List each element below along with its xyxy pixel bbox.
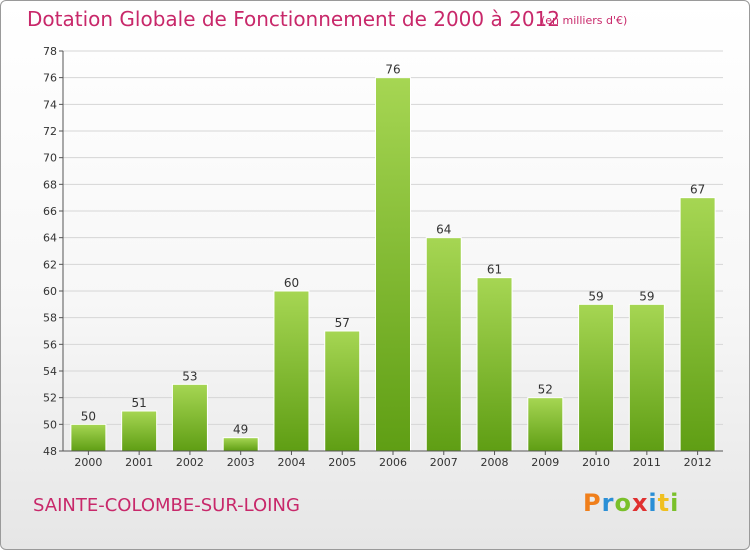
- commune-name: SAINTE-COLOMBE-SUR-LOING: [33, 495, 300, 516]
- y-tick-label: 74: [43, 98, 57, 111]
- x-tick-label: 2011: [633, 456, 661, 469]
- bar-value-label: 59: [588, 289, 603, 303]
- bar-value-label: 60: [284, 276, 299, 290]
- y-tick-label: 72: [43, 125, 57, 138]
- proxiti-logo[interactable]: Proxiti: [583, 489, 679, 517]
- logo-letter: o: [614, 489, 632, 517]
- bar-2005: [324, 330, 361, 452]
- x-tick-label: 2006: [379, 456, 407, 469]
- bar-value-label: 67: [690, 183, 705, 197]
- bar-2010: [578, 303, 615, 452]
- bar-value-label: 76: [385, 63, 400, 77]
- x-tick-label: 2009: [531, 456, 559, 469]
- axes: 48 50 52 54 56 58 60 62 64 66 68 70 72 74 76 78 2000 2001…: [43, 45, 723, 469]
- x-tick-label: 2002: [176, 456, 204, 469]
- y-tick-label: 54: [43, 365, 57, 378]
- y-tick-label: 52: [43, 392, 57, 405]
- logo-letter: x: [631, 489, 649, 517]
- chart-subtitle: (en milliers d'€): [541, 14, 628, 27]
- y-tick-label: 50: [43, 418, 57, 431]
- logo-letter: i: [648, 489, 658, 517]
- bar-value-label: 64: [436, 223, 451, 237]
- bar-2004: [273, 290, 310, 452]
- x-tick-label: 2008: [481, 456, 509, 469]
- logo-letter: r: [601, 489, 615, 517]
- logo-letter: P: [583, 489, 602, 517]
- x-tick-label: 2000: [74, 456, 102, 469]
- chart-title: Dotation Globale de Fonctionnement de 20…: [27, 7, 560, 31]
- x-tick-label: 2001: [125, 456, 153, 469]
- logo-letter: i: [670, 489, 680, 517]
- bar-value-label: 57: [335, 316, 350, 330]
- y-tick-label: 66: [43, 205, 57, 218]
- x-tick-label: 2005: [328, 456, 356, 469]
- bar-value-label: 59: [639, 289, 654, 303]
- y-tick-label: 62: [43, 258, 57, 271]
- bar-2002: [171, 383, 208, 452]
- y-tick-label: 48: [43, 445, 57, 458]
- y-tick-label: 70: [43, 152, 57, 165]
- bars: 50 51 53 49 60 57 76 64 61 52 59 59 67: [70, 63, 716, 452]
- bar-value-label: 52: [538, 383, 553, 397]
- bar-2000: [70, 423, 107, 452]
- bar-2006: [375, 77, 411, 452]
- y-tick-label: 64: [43, 232, 57, 245]
- y-tick-label: 78: [43, 45, 57, 58]
- bar-2007: [425, 237, 462, 452]
- x-tick-label: 2004: [277, 456, 305, 469]
- bar-2003: [222, 437, 259, 452]
- y-tick-label: 76: [43, 72, 57, 85]
- bar-value-label: 49: [233, 423, 248, 437]
- bar-2001: [121, 410, 158, 452]
- y-tick-label: 68: [43, 178, 57, 191]
- bar-2009: [527, 397, 564, 452]
- x-tick-label: 2012: [684, 456, 712, 469]
- x-tick-label: 2007: [430, 456, 458, 469]
- logo-letter: t: [657, 489, 671, 517]
- bar-value-label: 50: [81, 409, 96, 423]
- x-tick-label: 2010: [582, 456, 610, 469]
- y-tick-label: 58: [43, 312, 57, 325]
- y-tick-label: 60: [43, 285, 57, 298]
- y-tick-label: 56: [43, 338, 57, 351]
- bar-value-label: 53: [182, 369, 197, 383]
- bar-2008: [476, 277, 513, 452]
- bar-2012: [679, 197, 716, 452]
- bar-value-label: 61: [487, 263, 502, 277]
- bar-2011: [628, 303, 665, 452]
- bar-value-label: 51: [132, 396, 147, 410]
- x-tick-label: 2003: [227, 456, 255, 469]
